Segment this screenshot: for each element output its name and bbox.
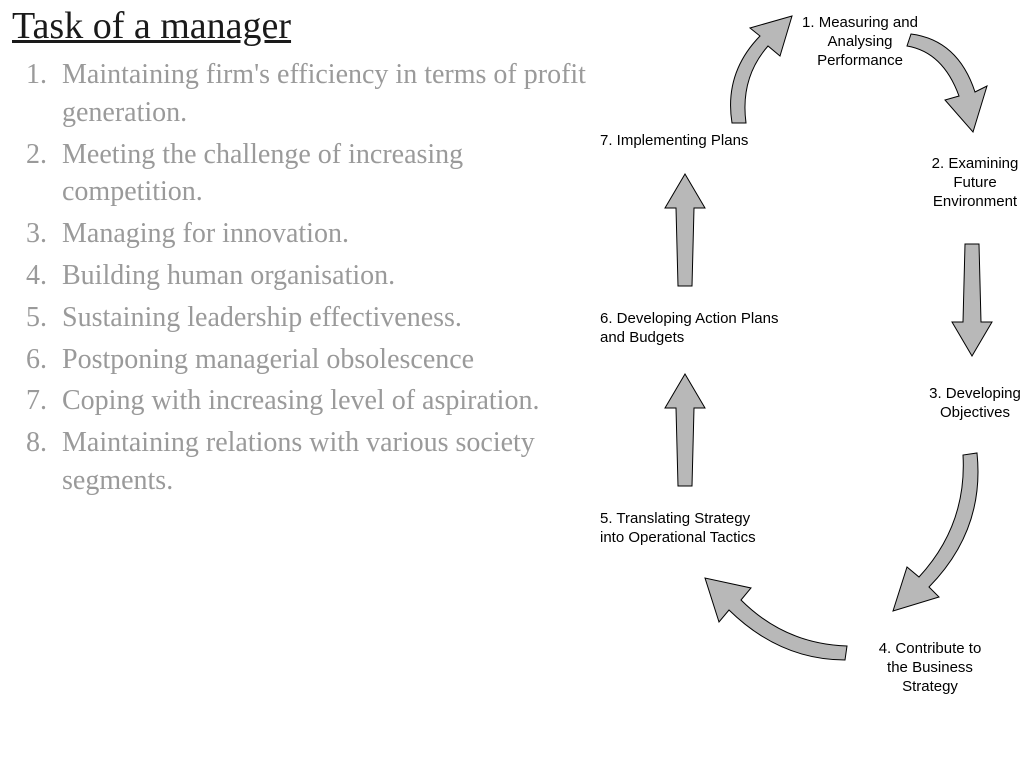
list-item: Maintaining relations with various socie…	[54, 424, 592, 500]
cycle-diagram: 1. Measuring andAnalysingPerformance 2. …	[595, 0, 1024, 768]
list-item: Building human organisation.	[54, 257, 592, 295]
cycle-node-7: 7. Implementing Plans	[600, 132, 800, 151]
arrow-icon	[695, 568, 855, 673]
list-item: Maintaining firm's efficiency in terms o…	[54, 56, 592, 132]
cycle-node-label: 3. DevelopingObjectives	[929, 385, 1021, 421]
cycle-node-5: 5. Translating Strategyinto Operational …	[600, 510, 800, 548]
list-item: Postponing managerial obsolescence	[54, 341, 592, 379]
cycle-node-4: 4. Contribute tothe BusinessStrategy	[865, 640, 995, 696]
arrow-icon	[663, 370, 707, 490]
list-item: Sustaining leadership effectiveness.	[54, 299, 592, 337]
cycle-node-label: 1. Measuring andAnalysingPerformance	[802, 14, 918, 69]
cycle-node-label: 5. Translating Strategyinto Operational …	[600, 510, 756, 546]
cycle-node-label: 4. Contribute tothe BusinessStrategy	[879, 640, 982, 695]
page-title: Task of a manager	[12, 4, 592, 48]
list-item: Coping with increasing level of aspirati…	[54, 382, 592, 420]
arrow-icon	[885, 445, 995, 620]
list-item: Meeting the challenge of increasing comp…	[54, 136, 592, 212]
arrow-icon	[663, 170, 707, 290]
arrow-icon	[710, 8, 800, 128]
cycle-node-6: 6. Developing Action Plansand Budgets	[600, 310, 810, 348]
left-panel: Task of a manager Maintaining firm's eff…	[12, 4, 592, 504]
list-item: Managing for innovation.	[54, 215, 592, 253]
cycle-node-label: 7. Implementing Plans	[600, 132, 748, 149]
cycle-node-1: 1. Measuring andAnalysingPerformance	[795, 14, 925, 70]
arrow-icon	[950, 240, 994, 360]
cycle-node-3: 3. DevelopingObjectives	[920, 385, 1024, 423]
task-list: Maintaining firm's efficiency in terms o…	[12, 56, 592, 500]
cycle-node-label: 2. ExaminingFutureEnvironment	[932, 155, 1019, 210]
cycle-node-2: 2. ExaminingFutureEnvironment	[920, 155, 1024, 211]
cycle-node-label: 6. Developing Action Plansand Budgets	[600, 310, 778, 346]
